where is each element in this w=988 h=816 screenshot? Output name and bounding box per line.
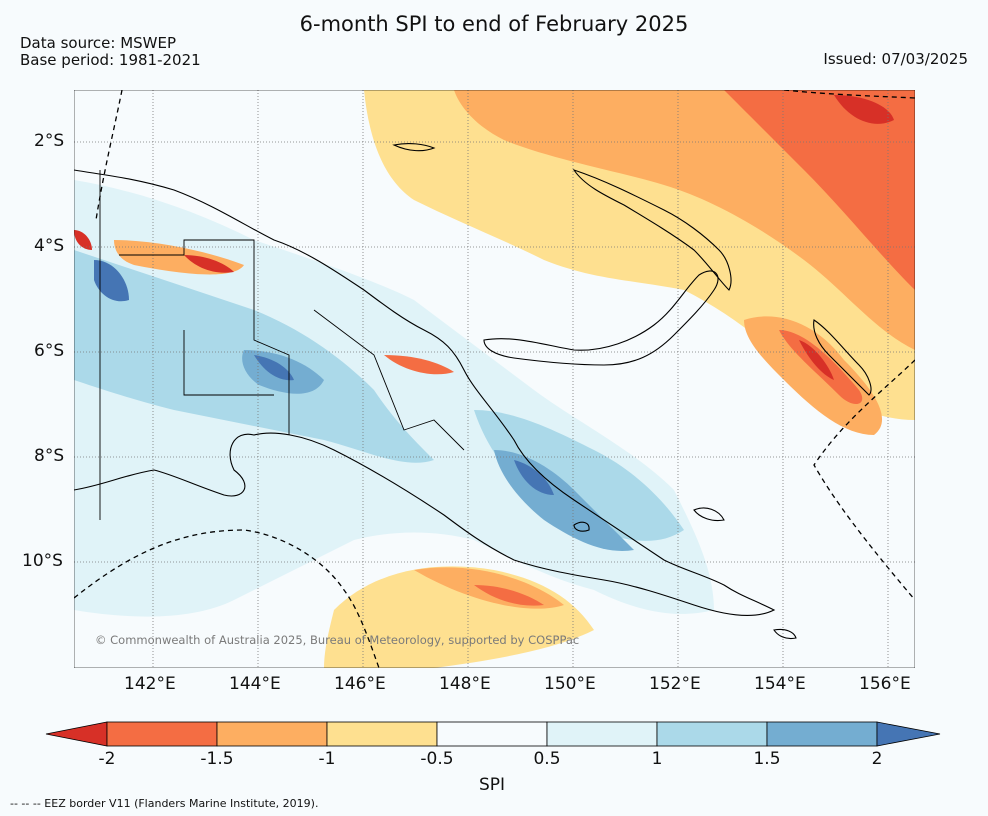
colorbar-bin-6 <box>656 721 768 747</box>
eez-legend-note: -- -- -- EEZ border V11 (Flanders Marine… <box>10 797 319 810</box>
dry-core-highlands <box>184 255 234 273</box>
colorbar-extend-low <box>45 721 108 747</box>
lon-label-148e: 148°E <box>439 674 491 694</box>
base-period-label: Base period: 1981-2021 <box>20 51 201 69</box>
lat-label-8s: 8°S <box>34 446 65 466</box>
province-border-2 <box>183 330 274 396</box>
colorbar-bin-7 <box>766 721 878 747</box>
colorbar-tick-neg1: -1 <box>318 749 336 769</box>
wet-core-highlands <box>254 355 294 381</box>
eez-borders <box>74 90 915 668</box>
dry-core-south <box>474 585 544 606</box>
lat-label-10s: 10°S <box>22 551 63 571</box>
colorbar-bin-3 <box>326 721 438 747</box>
dry-zone-nb <box>744 316 883 435</box>
issued-date: Issued: 07/03/2025 <box>823 50 968 68</box>
eez-border-nw <box>95 90 123 221</box>
lat-label-6s: 6°S <box>34 341 65 361</box>
manus-coast <box>392 143 436 152</box>
mainland-coast <box>74 169 776 616</box>
lon-label-142e: 142°E <box>124 674 176 694</box>
lon-label-144e: 144°E <box>229 674 281 694</box>
province-border-1 <box>119 239 290 435</box>
dry-core-nb <box>799 340 834 380</box>
lon-label-146e: 146°E <box>334 674 386 694</box>
data-source-label: Data source: MSWEP <box>20 34 177 52</box>
dry-zone-3 <box>724 90 915 290</box>
spi-field <box>74 90 915 668</box>
lon-label-150e: 150°E <box>544 674 596 694</box>
eez-border-e <box>813 359 915 601</box>
islands-3 <box>773 628 797 640</box>
copyright-credit: © Commonwealth of Australia 2025, Bureau… <box>95 633 580 647</box>
colorbar-tick-1-5: 1.5 <box>753 749 781 769</box>
province-border-3 <box>313 309 465 451</box>
colorbar <box>45 721 941 747</box>
colorbar-bin-5 <box>546 721 658 747</box>
islands-1 <box>573 521 590 532</box>
dry-core-ne <box>834 95 894 124</box>
wet-core-w <box>94 260 129 302</box>
new-ireland-coast <box>572 168 732 291</box>
colorbar-bin-2 <box>216 721 328 747</box>
lon-label-152e: 152°E <box>649 674 701 694</box>
colorbar-tick-2: 2 <box>871 749 883 769</box>
colorbar-tick-1: 1 <box>651 749 663 769</box>
lat-label-4s: 4°S <box>34 236 65 256</box>
lon-label-156e: 156°E <box>859 674 911 694</box>
colorbar-tick-neg0-5: -0.5 <box>420 749 454 769</box>
wet-zone-3 <box>474 410 684 541</box>
colorbar-extend-high <box>876 721 941 747</box>
lon-label-154e: 154°E <box>754 674 806 694</box>
dry-core-w <box>74 230 92 250</box>
dry-zone-ramu <box>384 355 454 375</box>
eez-border-ne <box>783 90 915 99</box>
colorbar-tick-neg1-5: -1.5 <box>200 749 234 769</box>
colorbar-bin-4 <box>436 721 548 747</box>
map-title: 6-month SPI to end of February 2025 <box>299 12 689 36</box>
colorbar-label: SPI <box>478 775 506 795</box>
spi-map <box>74 90 915 668</box>
colorbar-tick-0-5: 0.5 <box>533 749 561 769</box>
new-britain-coast <box>483 270 719 366</box>
colorbar-tick-neg2: -2 <box>98 749 116 769</box>
borders <box>99 170 465 520</box>
coastlines <box>74 143 872 640</box>
lat-label-2s: 2°S <box>34 131 65 151</box>
islands-2 <box>693 507 725 522</box>
wet-core-owen-stanley <box>514 460 554 495</box>
bougainville-coast <box>813 319 872 396</box>
colorbar-bin-1 <box>106 721 218 747</box>
eez-border-sw <box>74 529 380 668</box>
